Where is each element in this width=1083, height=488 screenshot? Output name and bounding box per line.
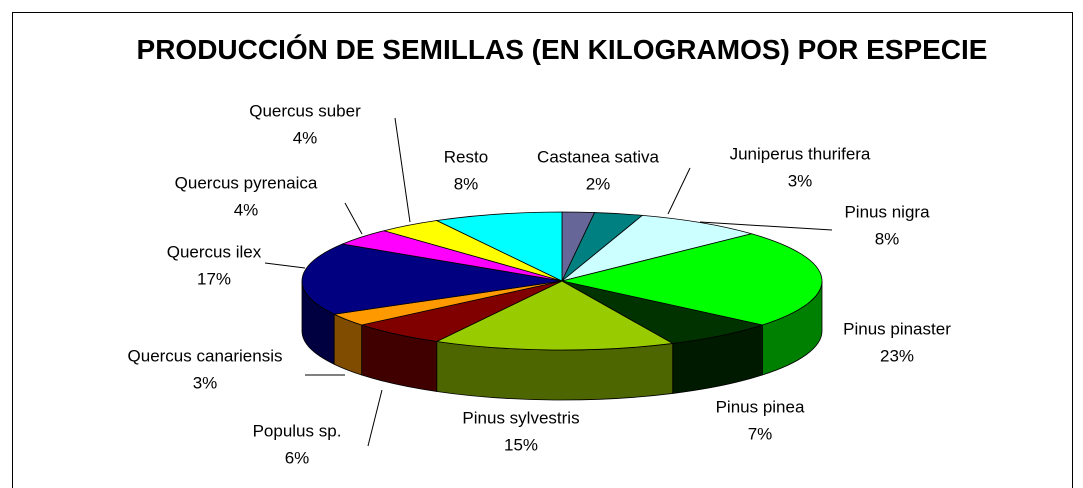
slice-label: Quercus pyrenaica — [175, 173, 318, 192]
leader-line — [367, 389, 383, 447]
slice — [561, 280, 764, 344]
slice-value-label: 8% — [875, 229, 900, 248]
slice-value-label: 8% — [454, 174, 479, 193]
slice-value-label: 23% — [880, 346, 914, 365]
slice-value-label: 6% — [285, 448, 310, 467]
slice-label: Pinus pinaster — [843, 319, 951, 338]
slice-value-label: 3% — [193, 373, 218, 392]
slice-value-label: 15% — [504, 435, 538, 454]
slice-label: Populus sp. — [253, 421, 342, 440]
leader-line — [344, 202, 363, 235]
slice-label: Resto — [444, 147, 488, 166]
slice-label: Quercus canariensis — [128, 346, 283, 365]
slice-label: Juniperus thurifera — [730, 144, 871, 163]
pie-sides — [301, 280, 823, 401]
slice-value-label: 17% — [197, 269, 231, 288]
leader-line — [394, 117, 411, 223]
leader-line — [667, 167, 691, 215]
slice-value-label: 2% — [586, 174, 611, 193]
slice-value-label: 4% — [293, 128, 318, 147]
slice-value-label: 4% — [234, 200, 259, 219]
slice-label: Quercus suber — [249, 101, 361, 120]
chart-title: PRODUCCIÓN DE SEMILLAS (EN KILOGRAMOS) P… — [136, 34, 988, 65]
slice-label: Quercus ilex — [167, 242, 262, 261]
slice-value-label: 3% — [788, 171, 813, 190]
slice-label: Castanea sativa — [537, 147, 659, 166]
slice — [561, 214, 754, 282]
pie-tops — [301, 211, 823, 351]
slice-value-label: 7% — [748, 424, 773, 443]
chart-frame — [12, 12, 1073, 488]
slice — [301, 243, 563, 315]
leader-line — [699, 221, 833, 231]
slice — [435, 211, 563, 282]
slice-label: Pinus pinea — [716, 397, 805, 416]
slice-label: Pinus nigra — [844, 202, 930, 221]
leader-line — [264, 262, 306, 269]
slice-label: Pinus sylvestris — [462, 408, 579, 427]
slice — [435, 280, 674, 351]
slice — [561, 233, 823, 326]
labels: Castanea sativa 2% Juniperus thurifera 3% Pi… — [128, 101, 952, 467]
